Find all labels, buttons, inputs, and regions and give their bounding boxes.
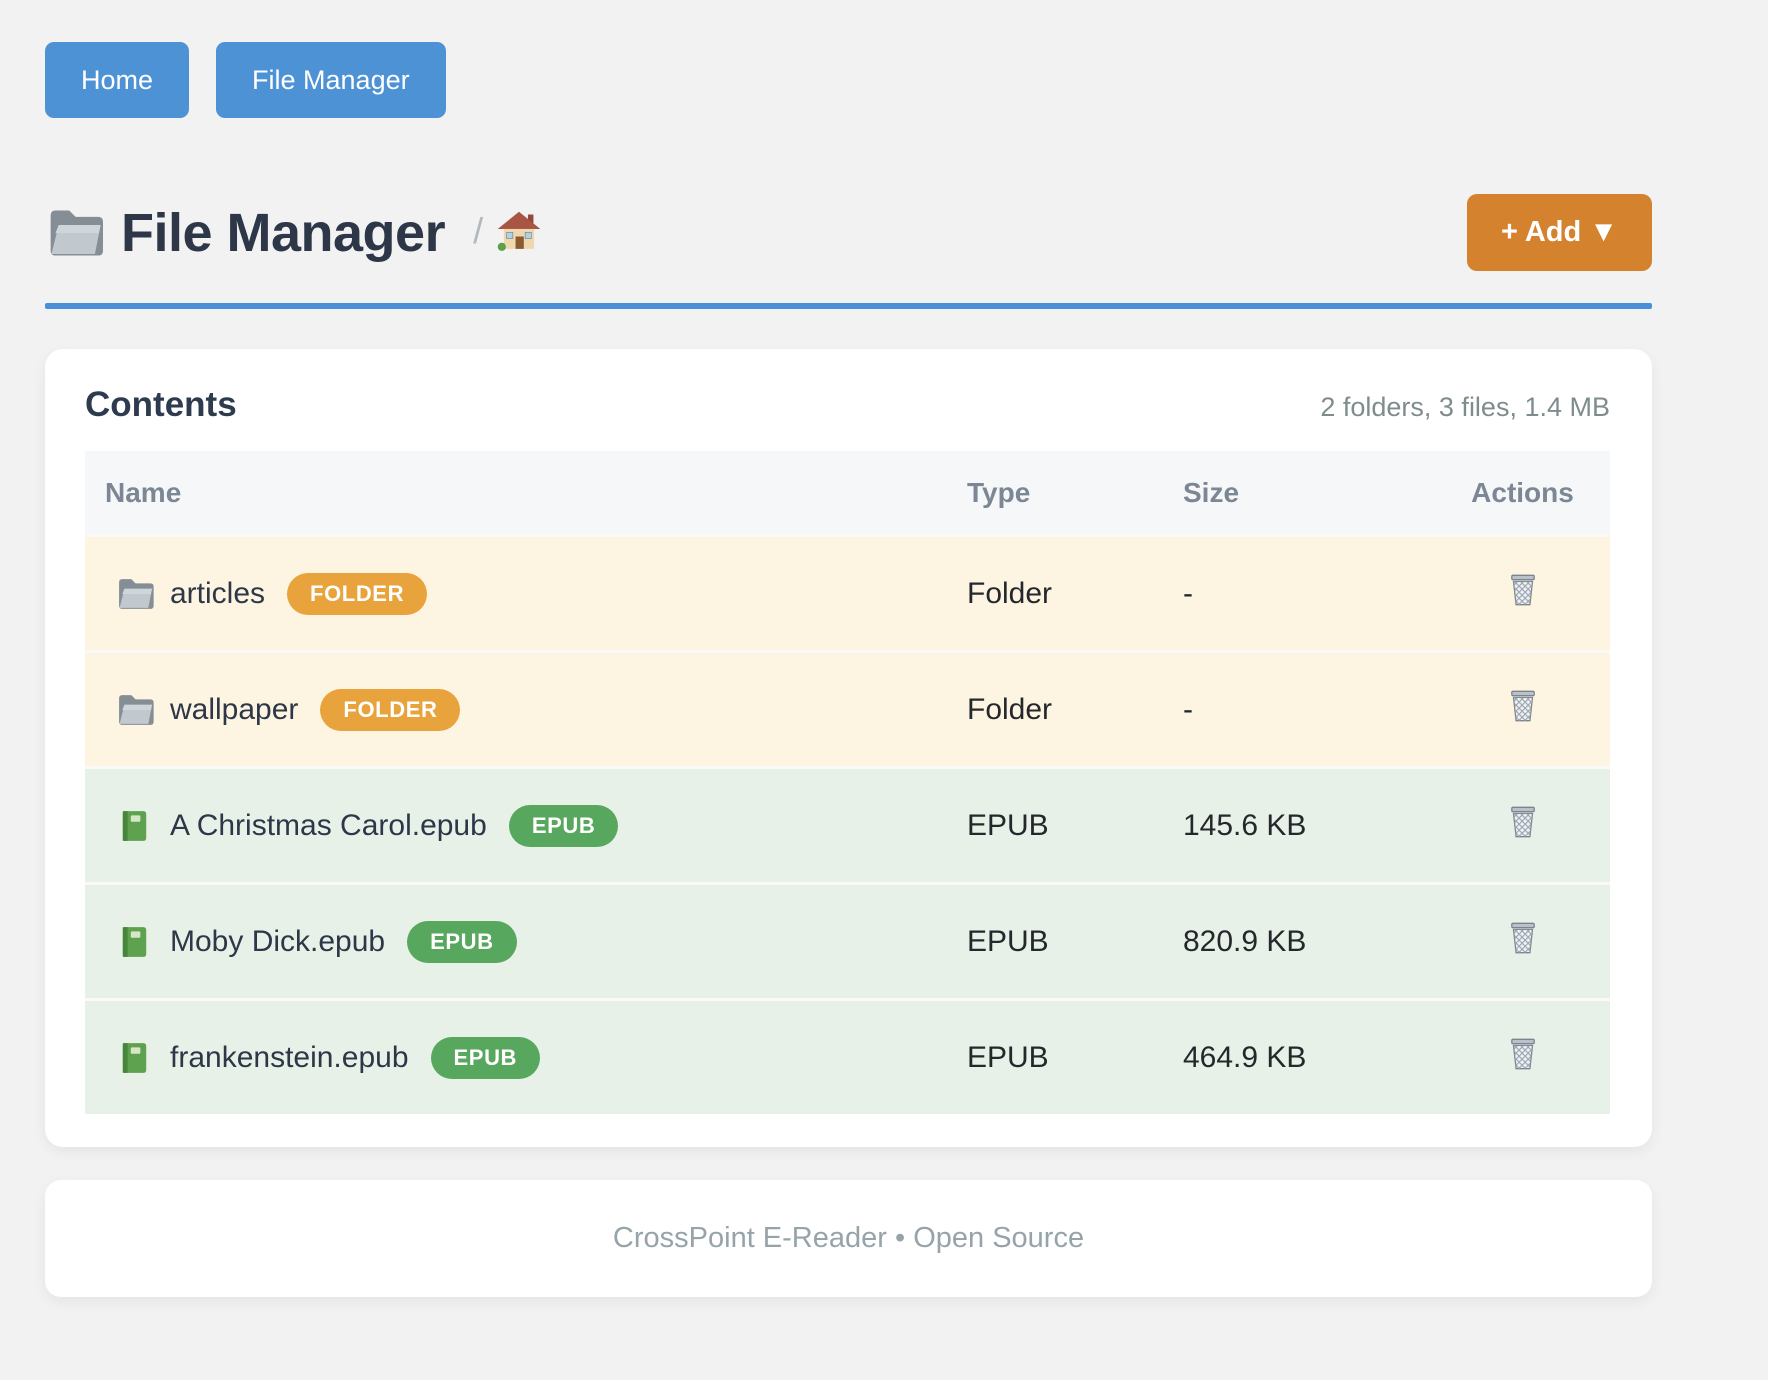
file-table: Name Type Size Actions <box>85 451 1610 1114</box>
file-type: EPUB <box>967 1040 1049 1074</box>
table-row: A Christmas Carol.epub EPUB EPUB 145.6 K… <box>85 767 1610 884</box>
column-header-name: Name <box>85 451 947 536</box>
breadcrumb-separator: / <box>473 209 484 251</box>
table-row: wallpaper FOLDER Folder - <box>85 651 1610 768</box>
nav-file-manager-button[interactable]: File Manager <box>216 42 446 118</box>
file-type-badge: EPUB <box>430 1036 541 1079</box>
wastebasket-icon <box>1510 574 1535 605</box>
page-header: File Manager / + Add ▼ <box>45 194 1652 271</box>
page: Home File Manager File Manager / <box>45 42 1652 1297</box>
footer-card: CrossPoint E-Reader • Open Source <box>45 1180 1652 1297</box>
contents-summary: 2 folders, 3 files, 1.4 MB <box>1320 392 1610 422</box>
wastebasket-icon <box>1510 1038 1535 1069</box>
file-size: 145.6 KB <box>1183 808 1307 842</box>
nav-home-button[interactable]: Home <box>45 42 190 118</box>
file-name-link[interactable]: Moby Dick.epub <box>170 924 386 958</box>
delete-button[interactable] <box>1504 687 1542 725</box>
house-icon <box>497 211 541 251</box>
file-size: 820.9 KB <box>1183 924 1307 958</box>
wastebasket-icon <box>1510 690 1535 721</box>
table-row: articles FOLDER Folder - <box>85 535 1610 652</box>
breadcrumb: / <box>473 210 541 256</box>
breadcrumb-home-link[interactable] <box>497 210 541 252</box>
file-type-badge: FOLDER <box>287 572 428 615</box>
table-row: frankenstein.epub EPUB EPUB 464.9 KB <box>85 999 1610 1114</box>
green-book-icon <box>115 925 154 959</box>
contents-card-header: Contents 2 folders, 3 files, 1.4 MB <box>85 385 1610 425</box>
delete-button[interactable] <box>1504 919 1542 957</box>
footer-text: CrossPoint E-Reader • Open Source <box>612 1222 1085 1254</box>
wastebasket-icon <box>1510 806 1535 837</box>
file-type-badge: EPUB <box>508 804 619 847</box>
file-size: - <box>1183 576 1193 610</box>
file-size: - <box>1183 692 1193 726</box>
file-type-badge: FOLDER <box>320 688 461 731</box>
file-type: EPUB <box>967 808 1049 842</box>
wastebasket-icon <box>1510 922 1535 953</box>
file-type: Folder <box>967 692 1053 726</box>
contents-card: Contents 2 folders, 3 files, 1.4 MB Name… <box>45 349 1652 1147</box>
file-name-cell: A Christmas Carol.epub EPUB <box>85 804 947 847</box>
delete-button[interactable] <box>1504 1035 1542 1073</box>
file-name-link[interactable]: wallpaper <box>170 692 299 726</box>
table-header-row: Name Type Size Actions <box>85 451 1610 536</box>
folder-icon <box>115 693 154 727</box>
column-header-size: Size <box>1163 451 1395 536</box>
column-header-actions: Actions <box>1395 451 1610 536</box>
file-name-link[interactable]: A Christmas Carol.epub <box>170 808 487 842</box>
file-type: Folder <box>967 576 1053 610</box>
file-size: 464.9 KB <box>1183 1040 1307 1074</box>
table-row: Moby Dick.epub EPUB EPUB 820.9 KB <box>85 883 1610 1000</box>
top-nav: Home File Manager <box>45 42 1652 118</box>
file-name-cell: frankenstein.epub EPUB <box>85 1036 947 1079</box>
contents-heading: Contents <box>85 385 237 424</box>
open-folder-icon <box>50 209 103 256</box>
file-name-cell: wallpaper FOLDER <box>85 688 947 731</box>
green-book-icon <box>115 809 154 843</box>
header-rule <box>45 303 1652 309</box>
file-name-link[interactable]: frankenstein.epub <box>170 1040 409 1074</box>
green-book-icon <box>115 1041 154 1075</box>
folder-icon <box>115 577 154 611</box>
page-title: File Manager <box>121 202 446 263</box>
file-name-link[interactable]: articles <box>170 576 266 610</box>
delete-button[interactable] <box>1504 803 1542 841</box>
file-name-cell: Moby Dick.epub EPUB <box>85 920 947 963</box>
file-table-body: articles FOLDER Folder - <box>85 535 1610 1114</box>
add-button[interactable]: + Add ▼ <box>1466 194 1652 271</box>
file-name-cell: articles FOLDER <box>85 572 947 615</box>
delete-button[interactable] <box>1504 571 1542 609</box>
file-type-badge: EPUB <box>407 920 517 963</box>
file-type: EPUB <box>967 924 1049 958</box>
column-header-type: Type <box>947 451 1163 536</box>
